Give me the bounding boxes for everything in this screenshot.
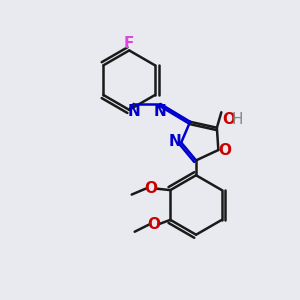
Text: O: O [222,112,235,127]
Text: O: O [218,142,231,158]
Text: N: N [127,104,140,119]
Text: F: F [124,35,134,50]
Text: N: N [154,104,167,119]
Text: O: O [145,181,158,196]
Text: N: N [168,134,181,148]
Text: H: H [232,112,243,127]
Text: O: O [148,217,160,232]
